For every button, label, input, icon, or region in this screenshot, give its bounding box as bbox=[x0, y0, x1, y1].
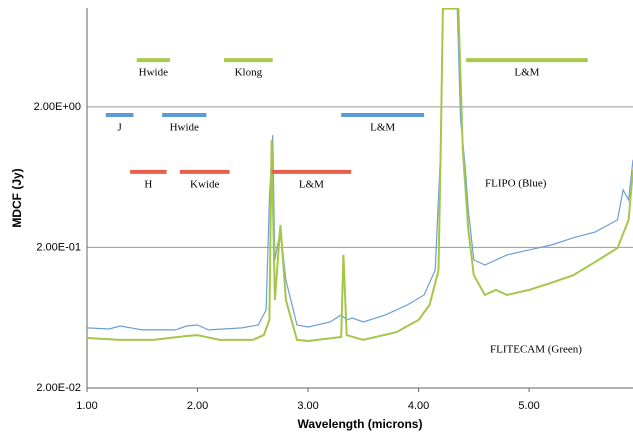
x-tick-label: 5.00 bbox=[518, 400, 539, 412]
band-label: H bbox=[144, 178, 152, 190]
y-axis-title: MDCF (Jy) bbox=[10, 168, 24, 227]
y-tick-label: 2.00E+00 bbox=[34, 101, 81, 113]
x-tick-label: 1.00 bbox=[76, 400, 97, 412]
x-tick-label: 3.00 bbox=[297, 400, 318, 412]
band-label: L&M bbox=[299, 178, 324, 190]
data-line bbox=[87, 8, 633, 343]
band-label: Kwide bbox=[190, 178, 219, 190]
x-tick-label: 2.00 bbox=[187, 400, 208, 412]
band-label: L&M bbox=[370, 122, 395, 134]
band-label: Klong bbox=[235, 67, 263, 79]
x-axis-title: Wavelength (microns) bbox=[298, 417, 423, 431]
annotation: FLITECAM (Green) bbox=[490, 344, 582, 356]
band-label: L&M bbox=[514, 67, 539, 79]
y-tick-label: 2.00E-01 bbox=[36, 241, 81, 253]
annotation: FLIPO (Blue) bbox=[485, 178, 547, 190]
band-label: Hwide bbox=[139, 67, 168, 79]
band-label: Hwide bbox=[170, 122, 199, 134]
data-line bbox=[87, 8, 633, 331]
x-tick-label: 4.00 bbox=[408, 400, 429, 412]
y-tick-label: 2.00E-02 bbox=[36, 382, 81, 394]
band-label: J bbox=[117, 122, 122, 134]
